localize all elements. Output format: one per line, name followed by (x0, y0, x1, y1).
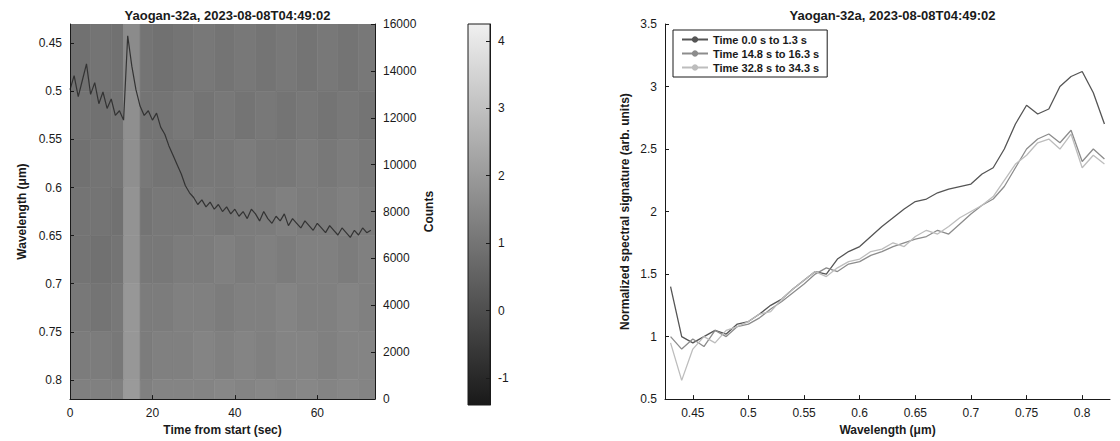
svg-text:8000: 8000 (383, 205, 410, 219)
svg-text:0.8: 0.8 (45, 373, 62, 387)
svg-text:Wavelength (μm): Wavelength (μm) (839, 423, 935, 437)
svg-text:0.65: 0.65 (904, 406, 928, 420)
svg-text:16000: 16000 (383, 17, 417, 31)
svg-text:60: 60 (311, 406, 325, 420)
svg-text:4: 4 (498, 34, 505, 48)
svg-text:0.5: 0.5 (740, 406, 757, 420)
svg-text:0.75: 0.75 (1015, 406, 1039, 420)
svg-text:10000: 10000 (383, 158, 417, 172)
svg-text:0.45: 0.45 (39, 36, 63, 50)
svg-text:0.6: 0.6 (45, 181, 62, 195)
svg-text:3: 3 (498, 101, 505, 115)
svg-text:0.75: 0.75 (39, 325, 63, 339)
svg-text:20: 20 (146, 406, 160, 420)
svg-text:0: 0 (67, 406, 74, 420)
svg-text:0: 0 (498, 304, 505, 318)
svg-text:Wavelength (μm): Wavelength (μm) (15, 163, 29, 259)
svg-text:Normalized spectral signature: Normalized spectral signature (arb. unit… (618, 93, 632, 330)
svg-text:2: 2 (650, 205, 657, 219)
svg-text:0.6: 0.6 (851, 406, 868, 420)
svg-text:0.45: 0.45 (681, 406, 705, 420)
svg-text:Yaogan-32a, 2023-08-08T04:49:0: Yaogan-32a, 2023-08-08T04:49:02 (125, 8, 331, 23)
svg-text:0: 0 (383, 392, 390, 406)
svg-text:Time 14.8 s to 16.3 s: Time 14.8 s to 16.3 s (713, 48, 819, 60)
svg-text:0.7: 0.7 (45, 277, 62, 291)
svg-text:Time 0.0 s to 1.3 s: Time 0.0 s to 1.3 s (713, 34, 807, 46)
svg-text:6000: 6000 (383, 251, 410, 265)
svg-text:1: 1 (498, 236, 505, 250)
svg-text:1: 1 (650, 330, 657, 344)
svg-text:3: 3 (650, 80, 657, 94)
svg-text:Time 32.8 s to 34.3 s: Time 32.8 s to 34.3 s (713, 62, 819, 74)
svg-text:0.8: 0.8 (1074, 406, 1091, 420)
svg-text:0.5: 0.5 (45, 84, 62, 98)
svg-text:2.5: 2.5 (640, 142, 657, 156)
svg-text:Time from start (sec): Time from start (sec) (163, 423, 281, 437)
svg-text:0.5: 0.5 (640, 392, 657, 406)
svg-text:14000: 14000 (383, 64, 417, 78)
svg-text:0.65: 0.65 (39, 229, 63, 243)
svg-text:2: 2 (498, 169, 505, 183)
svg-text:-1: -1 (498, 371, 509, 385)
svg-text:12000: 12000 (383, 111, 417, 125)
svg-text:0.55: 0.55 (792, 406, 816, 420)
svg-text:2000: 2000 (383, 345, 410, 359)
svg-text:0.7: 0.7 (963, 406, 980, 420)
svg-text:4000: 4000 (383, 298, 410, 312)
svg-text:3.5: 3.5 (640, 17, 657, 31)
svg-text:0.55: 0.55 (39, 132, 63, 146)
svg-text:40: 40 (228, 406, 242, 420)
svg-text:Yaogan-32a, 2023-08-08T04:49:0: Yaogan-32a, 2023-08-08T04:49:02 (790, 8, 996, 23)
svg-text:1.5: 1.5 (640, 267, 657, 281)
svg-text:Counts: Counts (422, 191, 436, 233)
